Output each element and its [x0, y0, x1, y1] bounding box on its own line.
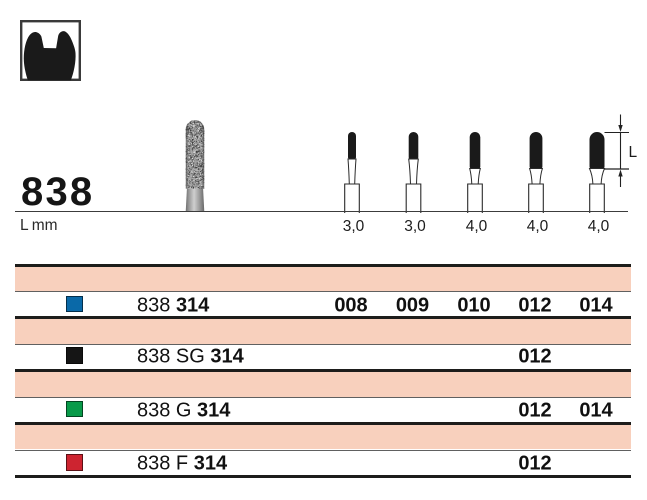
svg-text:L: L — [629, 144, 638, 161]
